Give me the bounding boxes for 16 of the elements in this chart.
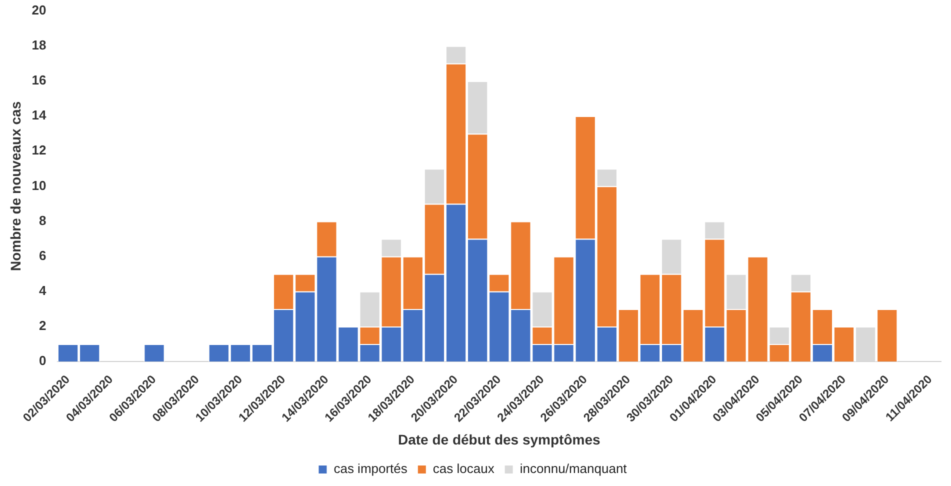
y-tick-label: 2 [39, 318, 46, 334]
y-tick-label: 18 [32, 37, 46, 52]
y-tick-label: 14 [32, 108, 48, 123]
x-axis-title: Date de début des symptômes [398, 431, 600, 448]
y-axis-title: Nombre de nouveaux cas [7, 101, 24, 271]
legend-label: inconnu/manquant [520, 461, 628, 476]
y-tick-label: 20 [32, 2, 46, 18]
y-tick-label: 10 [32, 178, 46, 193]
y-tick-label: 0 [39, 353, 46, 368]
legend-label: cas importés [334, 461, 408, 476]
y-tick-label: 12 [32, 142, 46, 158]
legend-label: cas locaux [432, 461, 495, 476]
y-tick-label: 4 [39, 282, 48, 298]
y-tick-label: 16 [32, 72, 46, 88]
y-tick-label: 6 [39, 248, 46, 263]
y-tick-label: 8 [39, 212, 46, 228]
